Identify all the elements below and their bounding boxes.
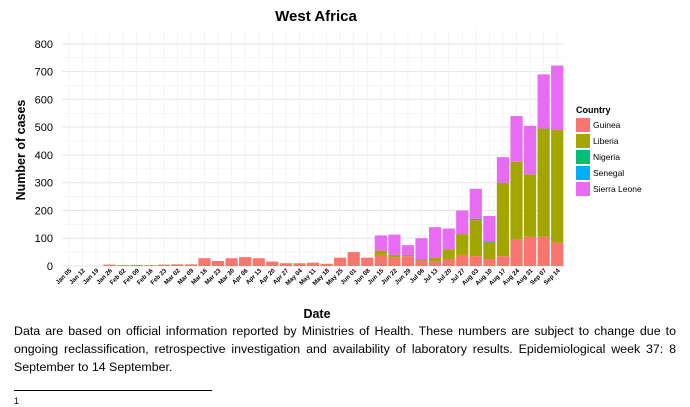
bar-segment-guinea bbox=[103, 264, 116, 266]
bar-segment-sierra-leone bbox=[456, 210, 469, 235]
bar-segment-guinea bbox=[252, 258, 265, 266]
bar-segment-guinea bbox=[266, 261, 279, 266]
y-tick-label: 500 bbox=[35, 122, 53, 134]
footnote-divider bbox=[14, 390, 212, 391]
bar-segment-guinea bbox=[523, 236, 537, 266]
bar-segment-guinea bbox=[279, 263, 292, 266]
bar-segment-guinea bbox=[293, 263, 306, 266]
bar-segment-sierra-leone bbox=[415, 238, 428, 260]
legend-label: Nigeria bbox=[593, 152, 620, 162]
legend-swatch-senegal bbox=[576, 166, 590, 180]
bar-segment-sierra-leone bbox=[401, 245, 415, 255]
plot-grid bbox=[62, 30, 564, 267]
legend-label: Liberia bbox=[593, 136, 619, 146]
bar-segment-guinea bbox=[483, 259, 496, 266]
bar-segment-liberia bbox=[496, 182, 510, 257]
bar-segment-guinea bbox=[144, 265, 157, 266]
x-axis-label: Date bbox=[303, 307, 330, 318]
bar-segment-guinea bbox=[496, 256, 510, 266]
bar-segment-sierra-leone bbox=[388, 234, 401, 255]
bar-segment-liberia bbox=[415, 259, 428, 261]
y-axis-label: Number of cases bbox=[14, 100, 28, 201]
bar-segment-sierra-leone bbox=[510, 116, 523, 162]
legend-swatch-nigeria bbox=[576, 150, 590, 164]
chart: West Africa 0 100 200 300 400 500 600 700 800 Ja… bbox=[14, 8, 642, 318]
y-tick-label: 400 bbox=[35, 150, 53, 162]
y-tick-label: 800 bbox=[35, 39, 53, 51]
y-tick-label: 600 bbox=[35, 94, 53, 106]
y-axis-ticks: 0 100 200 300 400 500 600 700 800 bbox=[35, 39, 53, 273]
legend-label: Senegal bbox=[593, 168, 624, 178]
bar-segment-guinea bbox=[347, 252, 360, 266]
bar-segment-liberia bbox=[469, 220, 482, 257]
bar-segment-liberia bbox=[442, 249, 455, 260]
bar-segment-guinea bbox=[306, 262, 320, 266]
legend-label: Guinea bbox=[593, 120, 621, 130]
bar-segment-guinea bbox=[211, 261, 225, 266]
bar-segment-guinea bbox=[198, 258, 211, 266]
bar-segment-sierra-leone bbox=[429, 227, 442, 258]
y-tick-label: 700 bbox=[35, 67, 53, 79]
bar-segment-nigeria bbox=[469, 218, 482, 221]
bar-segment-guinea bbox=[442, 259, 455, 266]
y-tick-label: 200 bbox=[35, 205, 53, 217]
bar-stacks bbox=[103, 65, 564, 266]
bar-segment-sierra-leone bbox=[442, 228, 455, 250]
bar-segment-liberia bbox=[388, 254, 401, 258]
bar-segment-guinea bbox=[401, 256, 415, 266]
bar-segment-guinea bbox=[537, 236, 550, 266]
y-tick-label: 0 bbox=[47, 261, 53, 273]
bar-segment-nigeria bbox=[483, 241, 496, 243]
bar-segment-guinea bbox=[429, 261, 442, 266]
bar-segment-guinea bbox=[239, 257, 252, 266]
chart-title: West Africa bbox=[275, 8, 357, 25]
bar-segment-guinea bbox=[469, 256, 482, 266]
bar-segment-sierra-leone bbox=[496, 157, 510, 183]
y-tick-label: 300 bbox=[35, 178, 53, 190]
footnote-marker: 1 bbox=[14, 396, 20, 406]
bar-segment-guinea bbox=[320, 263, 333, 266]
bar-segment-guinea bbox=[157, 264, 170, 266]
bar-segment-liberia bbox=[429, 257, 442, 262]
bar-segment-guinea bbox=[374, 254, 387, 266]
bar-segment-guinea bbox=[510, 239, 523, 266]
bar-segment-sierra-leone bbox=[537, 74, 550, 129]
bar-segment-sierra-leone bbox=[469, 188, 482, 219]
bar-segment-guinea bbox=[361, 257, 374, 266]
legend-swatch-guinea bbox=[576, 118, 590, 132]
bar-segment-liberia bbox=[374, 250, 387, 255]
bar-segment-guinea bbox=[116, 265, 130, 266]
bar-segment-liberia bbox=[537, 128, 550, 237]
bar-segment-liberia bbox=[510, 161, 523, 240]
bar-segment-guinea bbox=[225, 258, 238, 266]
x-tick-label: Jun 29 bbox=[394, 267, 413, 286]
bar-segment-liberia bbox=[456, 234, 469, 255]
legend-swatch-sierra-leone bbox=[576, 182, 590, 196]
bar-segment-sierra-leone bbox=[374, 235, 387, 251]
y-tick-label: 100 bbox=[35, 233, 53, 245]
bar-segment-guinea bbox=[130, 264, 143, 266]
legend: Country Guinea Liberia Nigeria Senegal Sierr… bbox=[576, 105, 642, 196]
bar-segment-guinea bbox=[388, 257, 401, 266]
bar-segment-guinea bbox=[171, 264, 184, 266]
bar-segment-guinea bbox=[184, 264, 197, 266]
legend-title: Country bbox=[576, 105, 611, 115]
figure-caption: Data are based on official information r… bbox=[14, 324, 676, 374]
bar-segment-liberia bbox=[483, 242, 496, 260]
bar-segment-guinea bbox=[551, 242, 564, 266]
bar-segment-sierra-leone bbox=[523, 125, 537, 175]
bar-segment-guinea bbox=[415, 260, 428, 266]
bar-segment-liberia bbox=[523, 174, 537, 237]
bar-segment-guinea bbox=[456, 254, 469, 266]
bar-segment-liberia bbox=[401, 254, 415, 257]
legend-label: Sierra Leone bbox=[593, 184, 642, 194]
bar-segment-guinea bbox=[334, 257, 347, 266]
bar-segment-liberia bbox=[551, 129, 564, 243]
bar-segment-sierra-leone bbox=[551, 65, 564, 130]
legend-swatch-liberia bbox=[576, 134, 590, 148]
bar-segment-sierra-leone bbox=[483, 216, 496, 242]
